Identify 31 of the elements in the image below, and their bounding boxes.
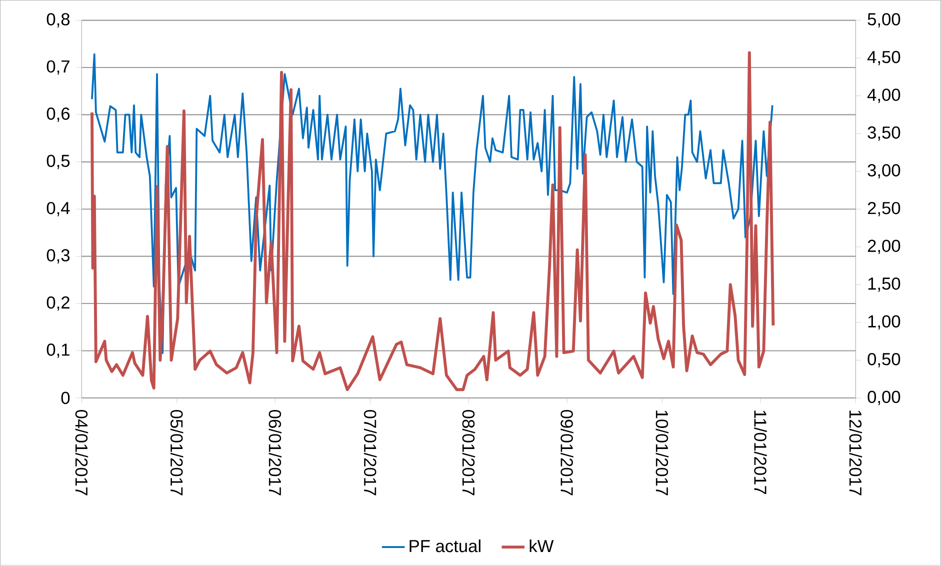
- y-tick-label: 0,5: [46, 154, 70, 170]
- x-tick-label: 04/01/2017: [75, 410, 88, 496]
- x-tick-label: 09/01/2017: [560, 410, 574, 496]
- y2-tick-label: 3,00: [868, 164, 900, 179]
- x-tick-label: 05/01/2017: [170, 410, 184, 496]
- y-tick-label: 0: [61, 392, 70, 404]
- x-tick-label: 12/01/2017: [849, 410, 862, 496]
- y-tick-label: 0,4: [46, 202, 70, 216]
- y-tick-label: 0,8: [46, 13, 70, 28]
- y2-tick-label: 1,50: [868, 278, 900, 292]
- y2-tick-label: 2,00: [868, 240, 900, 254]
- x-tick-label: 06/01/2017: [268, 410, 282, 496]
- x-tick-label: 07/01/2017: [364, 410, 377, 496]
- x-tick-label: 08/01/2017: [462, 410, 476, 496]
- x-tick-label: 10/01/2017: [656, 410, 669, 496]
- y-tick-label: 0,7: [46, 60, 70, 75]
- legend-label: PF actual: [410, 540, 480, 552]
- y2-tick-label: 0,50: [868, 353, 900, 368]
- y2-tick-label: 0,00: [868, 390, 900, 406]
- y-tick-label: 0,3: [46, 249, 70, 264]
- y2-tick-label: 4,50: [867, 51, 900, 66]
- legend-label: kW: [530, 540, 554, 552]
- y2-tick-label: 1,00: [868, 315, 900, 330]
- x-tick-label: 11/01/2017: [754, 410, 767, 494]
- y-tick-label: 0,6: [46, 108, 70, 122]
- y2-tick-label: 4,00: [867, 88, 900, 104]
- y2-tick-label: 5,00: [868, 13, 900, 28]
- y2-tick-label: 2,50: [868, 202, 900, 216]
- y-tick-label: 0,2: [46, 296, 70, 311]
- y2-tick-label: 3,50: [868, 126, 900, 141]
- y-tick-label: 0,1: [46, 344, 70, 358]
